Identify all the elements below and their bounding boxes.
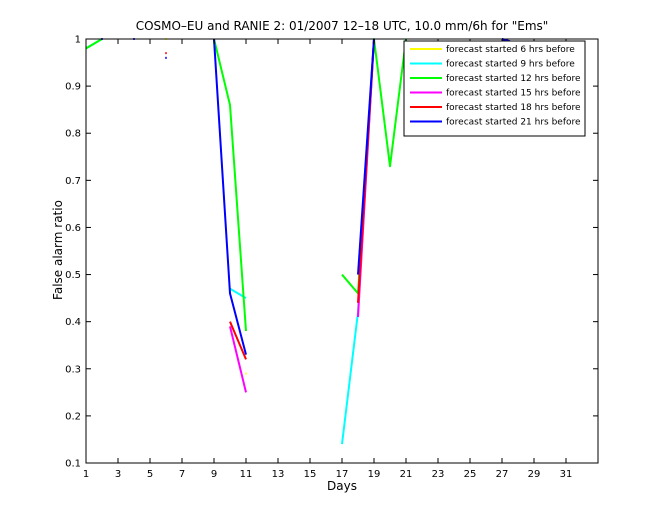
x-tick-label: 11	[240, 469, 253, 480]
legend: forecast started 6 hrs before forecast st…	[403, 40, 586, 137]
chart-title: COSMO–EU and RANIE 2: 01/2007 12–18 UTC,…	[136, 19, 549, 33]
x-tick-label: 3	[115, 469, 121, 480]
axes-layer: 1 3 5 7 9 11 13 15 17 19 21 23 25 27 29 310.10.20.30.40…	[65, 35, 599, 480]
y-tick-label: 0.9	[65, 82, 81, 93]
x-axis-label: Days	[327, 479, 357, 493]
legend-label-2: forecast started 12 hrs before	[446, 74, 581, 84]
legend-label-1: forecast started 9 hrs before	[446, 60, 575, 70]
y-tick-label: 0.5	[65, 270, 81, 281]
series-5-line	[357, 38, 375, 275]
x-tick-label: 31	[560, 469, 573, 480]
y-tick-label: 1	[75, 35, 81, 46]
series-5-point	[165, 56, 167, 59]
x-tick-label: 29	[528, 469, 541, 480]
series-4-point	[165, 52, 167, 55]
y-tick-label: 0.2	[65, 411, 81, 422]
x-tick-label: 9	[211, 469, 217, 480]
y-tick-label: 0.7	[65, 176, 81, 187]
y-tick-label: 0.4	[65, 317, 81, 328]
series-4-line	[229, 321, 247, 360]
x-tick-label: 1	[83, 469, 89, 480]
y-axis-label: False alarm ratio	[51, 200, 65, 300]
legend-label-3: forecast started 15 hrs before	[446, 89, 581, 99]
series-5-line	[213, 38, 247, 355]
series-0-point	[245, 372, 247, 375]
x-tick-label: 19	[368, 469, 381, 480]
series-3-line	[229, 326, 247, 393]
x-tick-label: 27	[496, 469, 509, 480]
x-tick-label: 23	[432, 469, 445, 480]
x-tick-label: 17	[336, 469, 349, 480]
x-tick-label: 15	[304, 469, 317, 480]
x-tick-label: 5	[147, 469, 153, 480]
y-tick-label: 0.6	[65, 223, 81, 234]
x-tick-label: 25	[464, 469, 477, 480]
series-2-line	[85, 38, 103, 50]
y-tick-label: 0.8	[65, 129, 81, 140]
legend-label-0: forecast started 6 hrs before	[446, 45, 575, 55]
legend-label-4: forecast started 18 hrs before	[446, 103, 581, 113]
legend-label-5: forecast started 21 hrs before	[446, 118, 581, 128]
x-tick-label: 21	[400, 469, 413, 480]
series-2-line	[213, 38, 247, 332]
y-tick-label: 0.1	[65, 459, 81, 470]
x-tick-label: 13	[272, 469, 285, 480]
x-tick-label: 7	[179, 469, 185, 480]
y-tick-label: 0.3	[65, 364, 81, 375]
legend-box	[403, 40, 586, 137]
